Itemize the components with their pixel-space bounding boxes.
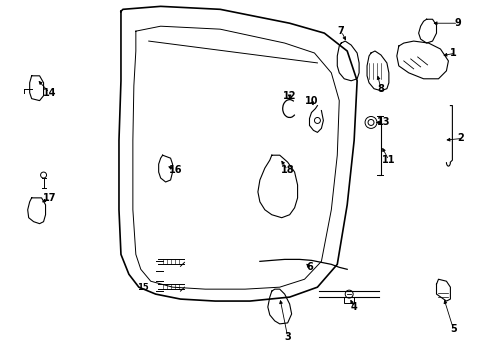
Text: 10: 10 (304, 96, 318, 105)
Text: 18: 18 (280, 165, 294, 175)
Text: 14: 14 (42, 88, 56, 98)
Bar (344, 297, 353, 303)
Text: 15: 15 (137, 283, 148, 292)
Text: 2: 2 (456, 133, 463, 143)
Text: 12: 12 (283, 91, 296, 101)
Text: 8: 8 (377, 84, 384, 94)
Text: 13: 13 (376, 117, 390, 127)
Text: 3: 3 (284, 332, 290, 342)
Text: 16: 16 (168, 165, 182, 175)
Text: 1: 1 (449, 48, 456, 58)
Text: 4: 4 (350, 302, 357, 312)
Text: 6: 6 (305, 262, 312, 272)
Text: 17: 17 (42, 193, 56, 203)
Text: 9: 9 (454, 18, 461, 28)
Text: 11: 11 (381, 155, 395, 165)
Text: 5: 5 (449, 324, 456, 334)
Text: 7: 7 (337, 26, 344, 36)
